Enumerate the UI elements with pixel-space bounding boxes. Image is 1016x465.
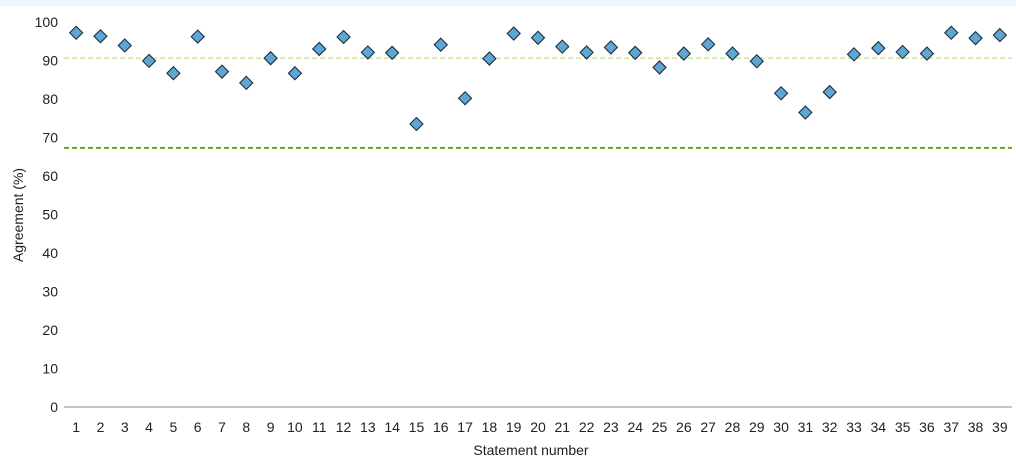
x-tick-label: 11: [312, 419, 327, 435]
x-tick-label: 27: [700, 419, 716, 435]
x-tick-label: 21: [555, 419, 571, 435]
data-point: [166, 65, 181, 81]
x-tick-label: 6: [194, 419, 202, 435]
reference-lines: [64, 57, 1012, 149]
x-tick-label: 24: [627, 419, 643, 435]
x-tick-label: 38: [968, 419, 984, 435]
data-point: [822, 84, 837, 100]
y-tick-label: 90: [42, 53, 58, 69]
x-tick-label: 2: [97, 419, 105, 435]
x-tick-label: 12: [336, 419, 352, 435]
x-tick-label: 26: [676, 419, 692, 435]
x-tick-label: 16: [433, 419, 449, 435]
y-tick-label: 60: [42, 168, 58, 184]
y-tick-label: 30: [42, 284, 58, 300]
data-point: [749, 53, 765, 69]
data-point: [773, 85, 789, 101]
data-point: [530, 30, 546, 46]
data-point: [68, 25, 84, 41]
x-tick-label: 23: [603, 419, 619, 435]
x-tick-label: 9: [267, 419, 275, 435]
x-tick-label: 30: [773, 419, 789, 435]
x-tick-label: 22: [579, 419, 595, 435]
data-point: [287, 65, 303, 81]
y-tick-label: 80: [42, 91, 58, 107]
x-tick-label: 20: [530, 419, 546, 435]
x-tick-label: 37: [943, 419, 959, 435]
data-point: [968, 30, 983, 46]
data-point: [895, 44, 910, 60]
data-point: [311, 41, 327, 57]
data-point: [919, 46, 935, 61]
data-point: [117, 38, 133, 53]
y-axis: 0 10 20 30 40 50 60 70 80 90 100: [35, 14, 59, 415]
y-tick-label: 70: [42, 130, 58, 146]
data-point: [579, 45, 594, 60]
x-axis-title: Statement number: [473, 442, 589, 458]
data-point: [992, 27, 1008, 43]
x-tick-label: 13: [360, 419, 376, 435]
x-tick-label: 34: [871, 419, 887, 435]
data-point: [409, 116, 424, 132]
x-tick-label: 14: [384, 419, 400, 435]
x-tick-label: 17: [457, 419, 473, 435]
data-point: [482, 51, 497, 66]
data-point: [943, 25, 959, 41]
y-axis-title: Agreement (%): [10, 168, 26, 262]
x-tick-label: 25: [652, 419, 668, 435]
y-tick-label: 50: [42, 207, 58, 223]
data-point: [433, 37, 449, 52]
data-point: [871, 40, 886, 56]
x-tick-label: 33: [846, 419, 862, 435]
top-band: [0, 0, 1016, 6]
x-tick-label: 7: [218, 419, 226, 435]
data-point: [676, 46, 692, 61]
data-point: [700, 37, 716, 52]
x-tick-label: 15: [409, 419, 425, 435]
x-tick-label: 1: [72, 419, 80, 435]
x-tick-label: 28: [725, 419, 741, 435]
data-point: [506, 26, 521, 41]
y-tick-label: 0: [50, 399, 58, 415]
data-point: [214, 64, 230, 79]
x-tick-label: 29: [749, 419, 765, 435]
x-tick-label: 8: [242, 419, 250, 435]
data-point: [93, 28, 108, 44]
data-point: [725, 46, 740, 61]
data-point: [603, 40, 619, 55]
x-tick-label: 32: [822, 419, 838, 435]
x-tick-label: 31: [798, 419, 814, 435]
data-point: [846, 47, 862, 62]
data-point: [555, 39, 570, 54]
y-tick-label: 10: [42, 361, 58, 377]
data-point: [239, 75, 254, 91]
y-tick-label: 20: [42, 322, 58, 338]
data-point: [141, 53, 157, 69]
x-tick-label: 36: [919, 419, 935, 435]
x-tick-label: 39: [992, 419, 1008, 435]
data-point: [652, 60, 667, 75]
data-point: [384, 45, 400, 61]
x-tick-label: 18: [482, 419, 498, 435]
x-tick-label: 10: [287, 419, 303, 435]
y-tick-label: 100: [35, 14, 59, 30]
data-point: [798, 105, 813, 120]
data-point: [627, 45, 643, 61]
data-point: [336, 29, 351, 45]
data-point: [360, 45, 376, 60]
data-points: [68, 25, 1008, 132]
data-point: [457, 90, 473, 106]
x-tick-label: 5: [169, 419, 177, 435]
x-axis: 1 2 3 4 5 6 7 8 9 10 11 12 13 14 15 16 17 18 19 20 21 22 23 24 2…: [72, 419, 1008, 435]
data-point: [190, 29, 205, 44]
x-tick-label: 19: [506, 419, 522, 435]
data-point: [263, 50, 278, 66]
y-tick-label: 40: [42, 245, 58, 261]
x-tick-label: 3: [121, 419, 129, 435]
x-tick-label: 35: [895, 419, 911, 435]
x-tick-label: 4: [145, 419, 153, 435]
